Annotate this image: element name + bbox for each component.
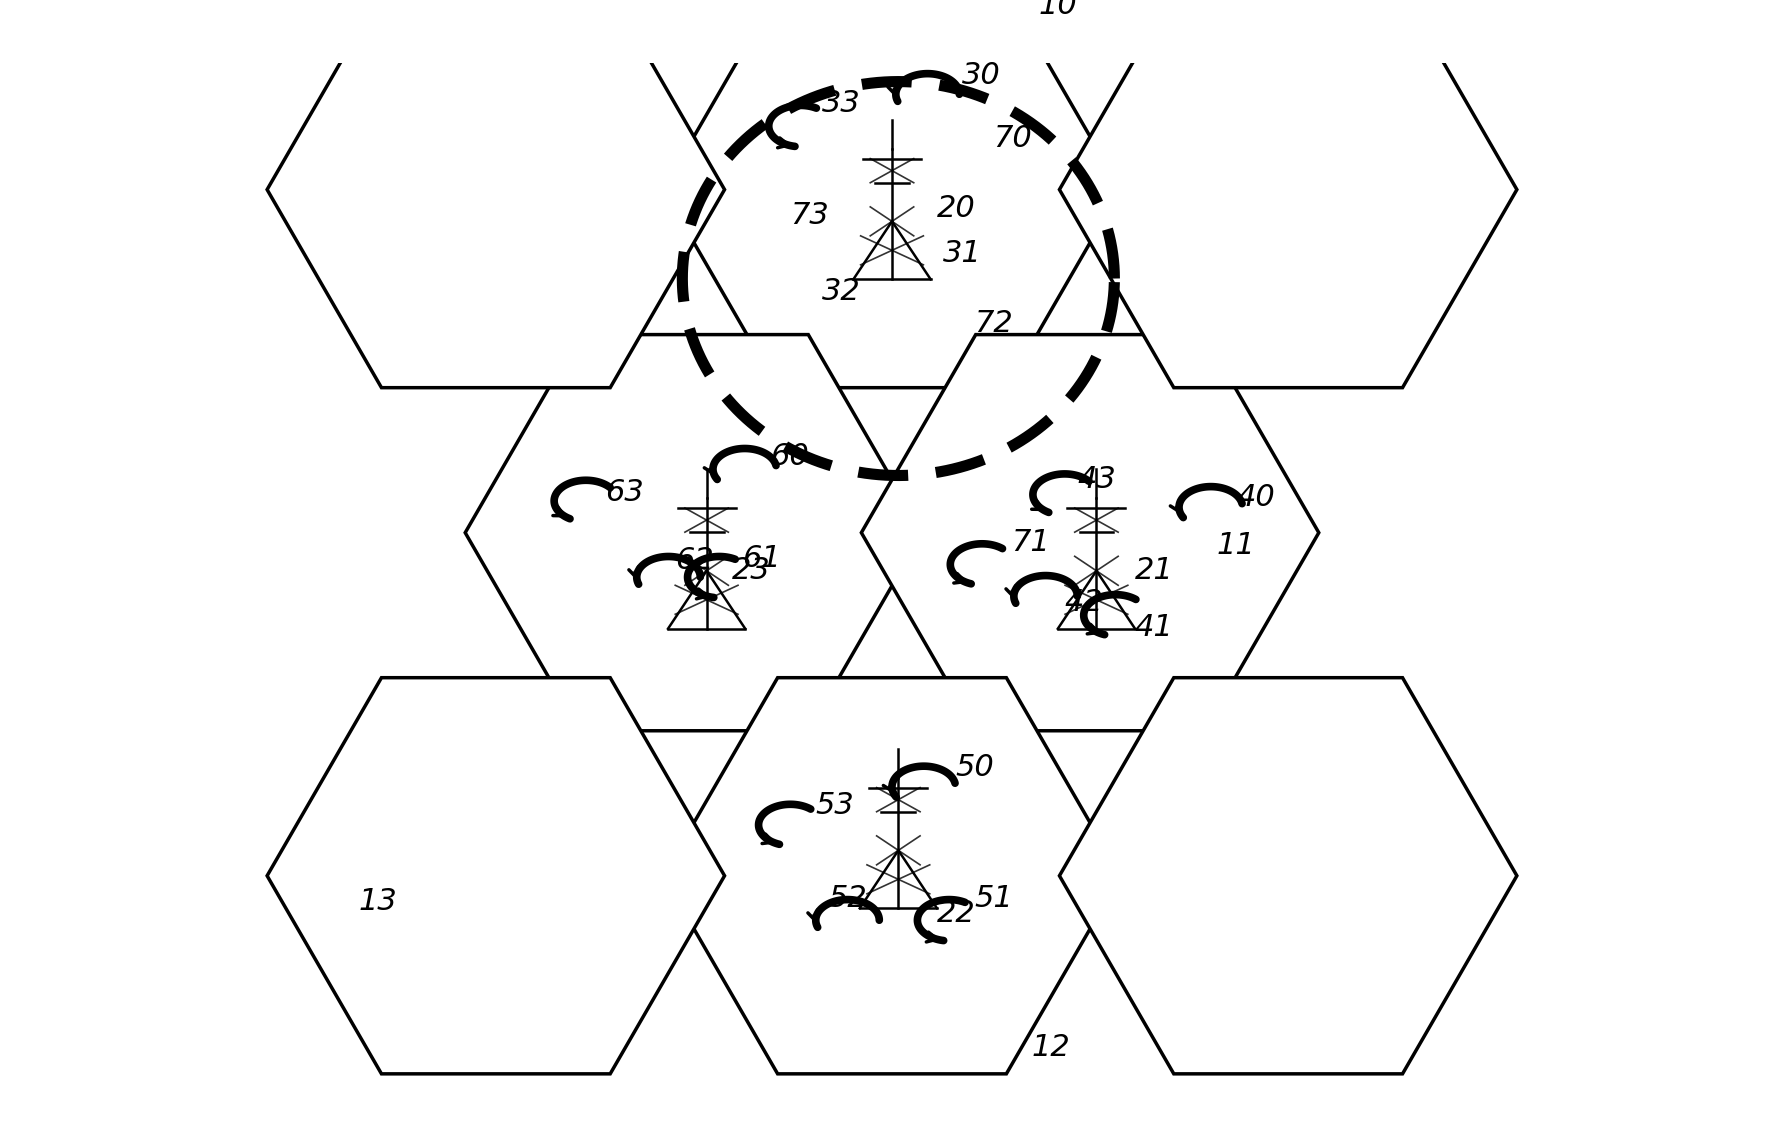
Text: 20: 20 [937,194,976,223]
Text: 31: 31 [942,239,981,268]
Polygon shape [664,0,1120,388]
Polygon shape [1060,677,1516,1074]
Text: 32: 32 [822,277,862,305]
Text: 52: 52 [828,884,867,913]
Polygon shape [268,677,724,1074]
Text: 62: 62 [674,546,714,575]
Text: 30: 30 [962,61,1001,89]
Polygon shape [862,334,1318,731]
Text: 40: 40 [1236,483,1276,511]
Text: 10: 10 [1038,0,1078,19]
Text: 72: 72 [974,309,1013,337]
Text: 63: 63 [605,477,644,507]
Text: 21: 21 [1135,556,1174,586]
Polygon shape [664,677,1120,1074]
Text: 53: 53 [815,792,855,820]
Text: 50: 50 [956,753,994,782]
Text: 23: 23 [731,556,771,586]
Text: 33: 33 [822,89,862,118]
Text: 70: 70 [994,125,1033,153]
Text: 71: 71 [1012,529,1051,557]
Text: 22: 22 [937,899,976,929]
Text: 61: 61 [742,543,781,573]
Text: 41: 41 [1135,613,1174,643]
Text: 51: 51 [974,884,1013,913]
Text: 12: 12 [1031,1033,1070,1062]
Text: 11: 11 [1217,531,1254,559]
Text: 42: 42 [1065,588,1104,617]
Text: 60: 60 [771,442,808,471]
Text: 13: 13 [359,887,398,915]
Polygon shape [268,0,724,388]
Text: 73: 73 [790,200,830,230]
Polygon shape [1060,0,1516,388]
Text: 43: 43 [1078,464,1117,494]
Polygon shape [466,334,922,731]
